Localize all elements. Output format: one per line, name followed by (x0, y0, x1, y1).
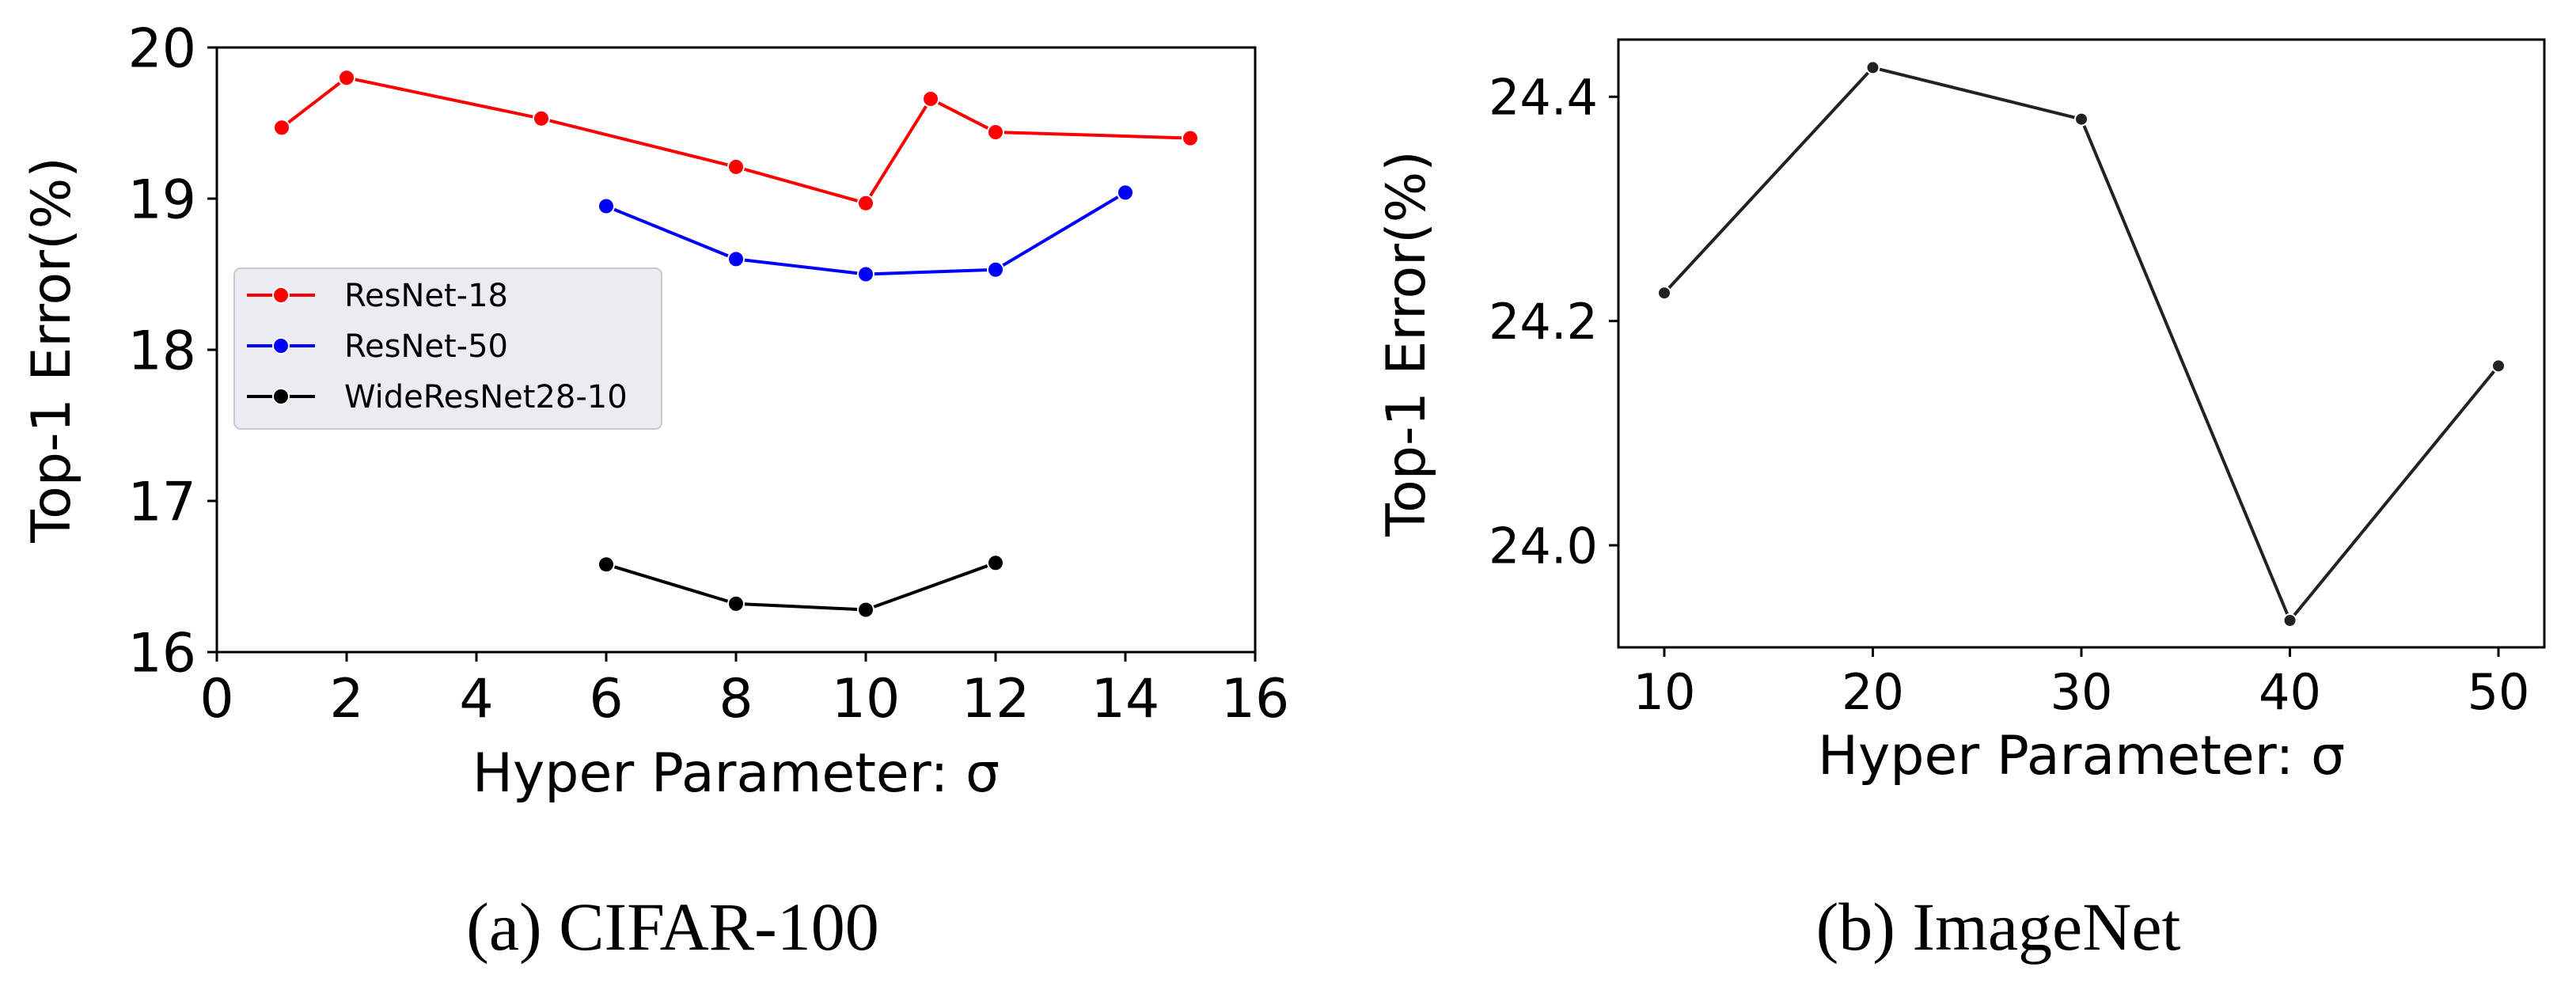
x-tick-label: 10 (1633, 663, 1696, 721)
legend-swatch-marker (272, 388, 290, 405)
data-point (533, 109, 550, 127)
y-axis-label: Top-1 Error(%) (21, 157, 83, 544)
x-tick-label: 12 (962, 668, 1030, 730)
data-point (857, 265, 874, 283)
x-tick-label: 50 (2468, 663, 2530, 721)
y-tick-label: 20 (127, 17, 196, 80)
data-point (2491, 358, 2506, 374)
legend-box (233, 267, 662, 430)
x-tick-label: 16 (1221, 668, 1290, 730)
data-point (1865, 60, 1880, 75)
data-point (987, 123, 1004, 141)
legend-label: WideResNet28-10 (344, 379, 628, 415)
x-tick-label: 14 (1091, 668, 1160, 730)
legend-swatch-marker (272, 286, 290, 304)
data-point (1117, 184, 1134, 202)
x-tick-label: 6 (589, 668, 623, 730)
data-point (598, 556, 615, 574)
y-tick-label: 17 (127, 471, 196, 533)
legend-label: ResNet-50 (344, 328, 508, 365)
x-tick-label: 10 (832, 668, 901, 730)
x-tick-label: 30 (2051, 663, 2113, 721)
y-tick-label: 24.4 (1489, 69, 1598, 127)
data-point (2282, 613, 2297, 628)
data-point (273, 119, 290, 137)
data-point (857, 194, 874, 212)
x-tick-label: 8 (719, 668, 753, 730)
legend-swatch-marker (272, 337, 290, 355)
data-point (338, 69, 355, 87)
chart-imagenet: 10 20 30 40 50 24.0 24.2 24.4 Hyper Parameter: … (1375, 38, 2546, 965)
y-tick-label: 18 (127, 320, 196, 382)
y-axis-label: Top-1 Error(%) (1375, 150, 1438, 537)
data-point (857, 601, 874, 619)
plot-frame-b (1617, 38, 2546, 649)
x-tick-label: 4 (459, 668, 493, 730)
x-tick-label: 40 (2259, 663, 2321, 721)
data-point (987, 260, 1004, 279)
x-tick-label: 2 (329, 668, 363, 730)
data-point (727, 250, 745, 268)
series-line-resnet-18 (280, 76, 1191, 205)
legend: ResNet-18 ResNet-50 WideResNet28-10 (233, 267, 662, 430)
y-tick-label: 19 (127, 169, 196, 231)
data-point (922, 89, 939, 108)
y-tick-label: 16 (127, 622, 196, 685)
data-point (987, 554, 1004, 572)
x-tick-label: 0 (199, 668, 233, 730)
y-tick-label: 24.0 (1489, 517, 1598, 575)
series-line-imagenet (1663, 66, 2500, 622)
data-point (727, 157, 745, 176)
series-line-wideresnet28-10 (605, 561, 996, 612)
y-tick-label: 24.2 (1489, 293, 1598, 351)
data-point (2074, 112, 2088, 127)
legend-label: ResNet-18 (344, 278, 508, 314)
x-tick-label: 20 (1842, 663, 1904, 721)
data-point (727, 594, 745, 613)
data-point (1656, 286, 1671, 301)
data-point (598, 197, 615, 215)
data-point (1182, 129, 1199, 147)
x-axis-label: Hyper Parameter: σ (1818, 725, 2345, 787)
caption-b: (b) ImageNet (1816, 889, 2181, 965)
caption-a: (a) CIFAR-100 (466, 889, 879, 965)
x-axis-label: Hyper Parameter: σ (472, 742, 1000, 805)
